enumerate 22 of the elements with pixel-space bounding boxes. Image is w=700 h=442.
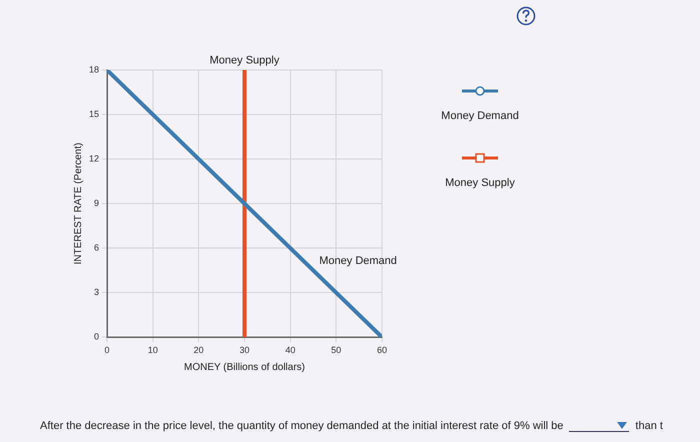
y-tick-label: 15	[88, 109, 100, 120]
x-tick-label: 10	[148, 345, 158, 356]
x-tick-label: 50	[331, 345, 342, 356]
x-tick-label: 60	[376, 345, 388, 356]
x-tick-label: 40	[285, 345, 296, 356]
text: After the decrease in the price level, the quantity of money demanded at the initial interest rate of 9% will be	[40, 420, 564, 432]
x-axis-title: MONEY (Billions of dollars)	[184, 362, 305, 373]
y-tick-label: 9	[94, 198, 100, 208]
text: than t	[635, 420, 663, 432]
series-label: Money Demand	[319, 254, 397, 267]
y-tick-label: 6	[94, 242, 100, 253]
y-tick-label: 3	[94, 287, 100, 298]
text: Money Supply	[445, 177, 515, 189]
x-tick-label: 20	[194, 345, 204, 356]
y-tick-label: 0	[94, 332, 100, 342]
series-label: Money Supply	[210, 54, 280, 67]
y-axis-title: INTEREST RATE (Percent)	[72, 142, 84, 265]
x-tick-label: 30	[240, 345, 250, 356]
y-tick-label: 12	[88, 154, 100, 164]
x-tick-label: 0	[104, 345, 110, 356]
text: Money Demand	[441, 110, 519, 122]
y-tick-label: 18	[88, 64, 100, 74]
